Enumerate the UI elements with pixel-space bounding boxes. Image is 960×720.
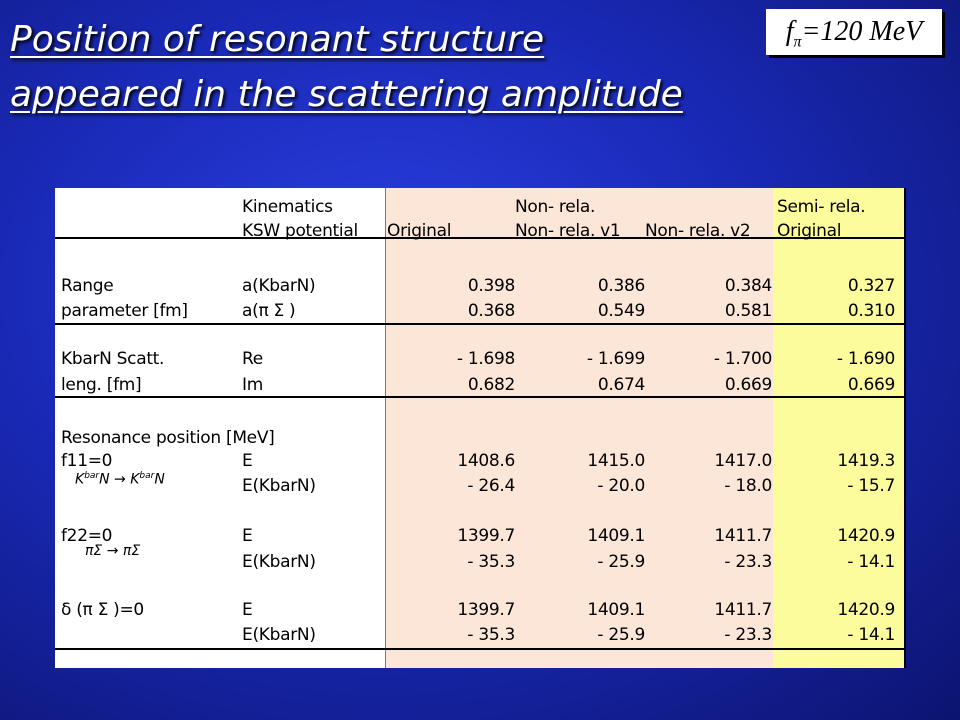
row-group-rule [55, 648, 904, 650]
table-cell: 0.549 [597, 301, 645, 321]
kbarn-n: N [154, 471, 165, 488]
table-cell: 1399.7 [457, 526, 515, 546]
row-parameter: E(KbarN) [242, 625, 316, 645]
f-pi-badge: fπ=120 MeV [766, 9, 942, 55]
table-cell: - 14.1 [847, 625, 895, 645]
row-parameter: a(KbarN) [242, 276, 316, 296]
table-cell: 0.310 [847, 301, 895, 321]
title-line-1: Position of resonant structure [10, 19, 545, 60]
row-parameter: E(KbarN) [242, 476, 316, 496]
table-cell: 1415.0 [587, 451, 645, 471]
table-cell: 0.682 [467, 375, 515, 395]
row-parameter: E [242, 526, 253, 546]
table-cell: - 35.3 [467, 552, 515, 572]
badge-f: f [785, 16, 794, 47]
slide-title: Position of resonant structure appeared … [10, 12, 683, 122]
table-cell: - 14.1 [847, 552, 895, 572]
table-cell: 0.368 [467, 301, 515, 321]
col-header-original: Original [387, 221, 452, 241]
title-line-2: appeared in the scattering amplitude [10, 74, 683, 115]
row-parameter: Re [242, 349, 263, 369]
row-parameter: E [242, 451, 253, 471]
kbarn-k: K [75, 471, 85, 488]
row-parameter: E(KbarN) [242, 552, 316, 572]
results-table: Kinematics KSW potential Non- rela. Semi… [55, 188, 906, 668]
table-cell: 1411.7 [714, 526, 772, 546]
badge-sub: π [793, 33, 802, 51]
table-cell: 1409.1 [587, 526, 645, 546]
table-cell: 1399.7 [457, 600, 515, 620]
nonrela-header: Non- rela. [515, 197, 596, 217]
table-cell: - 1.699 [586, 349, 645, 369]
row-parameter: E [242, 600, 253, 620]
table-cell: - 25.9 [597, 625, 645, 645]
kbarn-bar: bar [84, 471, 100, 481]
table-cell: - 23.3 [724, 625, 772, 645]
row-label: f11=0 [61, 451, 113, 471]
kbarn-arrow: N → K [99, 471, 140, 488]
table-cell: - 35.3 [467, 625, 515, 645]
row-label: leng. [fm] [61, 375, 142, 395]
row-group-rule [55, 323, 904, 325]
row-label: KbarN Scatt. [61, 349, 165, 369]
table-cell: 1409.1 [587, 600, 645, 620]
row-label: parameter [fm] [61, 301, 188, 321]
table-cell: 0.398 [467, 276, 515, 296]
col-header-v2: Non- rela. v2 [645, 221, 751, 241]
row-label: Range [61, 276, 114, 296]
semirela-header: Semi- rela. [777, 197, 866, 217]
pisigma-process-label: πΣ → πΣ [85, 543, 141, 559]
table-cell: 1420.9 [837, 526, 895, 546]
table-cell: - 1.700 [713, 349, 772, 369]
table-cell: 0.669 [847, 375, 895, 395]
table-cell: 1420.9 [837, 600, 895, 620]
table-cell: - 25.9 [597, 552, 645, 572]
table-cell: - 1.698 [456, 349, 515, 369]
nonrela-column-shade [385, 188, 773, 668]
table-cell: - 23.3 [724, 552, 772, 572]
table-cell: 1411.7 [714, 600, 772, 620]
table-cell: 0.386 [597, 276, 645, 296]
row-parameter: a(π Σ ) [242, 301, 296, 321]
table-cell: 0.674 [597, 375, 645, 395]
table-cell: - 18.0 [724, 476, 772, 496]
table-cell: 1419.3 [837, 451, 895, 471]
row-label: Resonance position [MeV] [61, 428, 275, 448]
ksw-potential-header: KSW potential [242, 221, 358, 241]
table-cell: 0.327 [847, 276, 895, 296]
col-header-v1: Non- rela. v1 [515, 221, 621, 241]
table-cell: 0.384 [724, 276, 772, 296]
table-cell: 0.669 [724, 375, 772, 395]
table-cell: 0.581 [724, 301, 772, 321]
row-label: δ (π Σ )=0 [61, 600, 144, 620]
table-cell: - 15.7 [847, 476, 895, 496]
semirela-column-shade [773, 188, 904, 668]
table-cell: 1408.6 [457, 451, 515, 471]
row-label: f22=0 [61, 526, 113, 546]
col-header-semi-original: Original [777, 221, 842, 241]
table-cell: 1417.0 [714, 451, 772, 471]
table-cell: - 1.690 [836, 349, 895, 369]
kinematics-header: Kinematics [242, 197, 333, 217]
table-cell: - 26.4 [467, 476, 515, 496]
badge-value: =120 MeV [801, 16, 923, 47]
kbarn-process-label: KbarN → KbarN [75, 471, 165, 488]
header-rule [55, 237, 904, 239]
table-cell: - 20.0 [597, 476, 645, 496]
kbarn-bar-2: bar [139, 471, 155, 481]
row-parameter: Im [242, 375, 263, 395]
row-group-rule [55, 396, 904, 398]
column-divider [385, 188, 386, 668]
